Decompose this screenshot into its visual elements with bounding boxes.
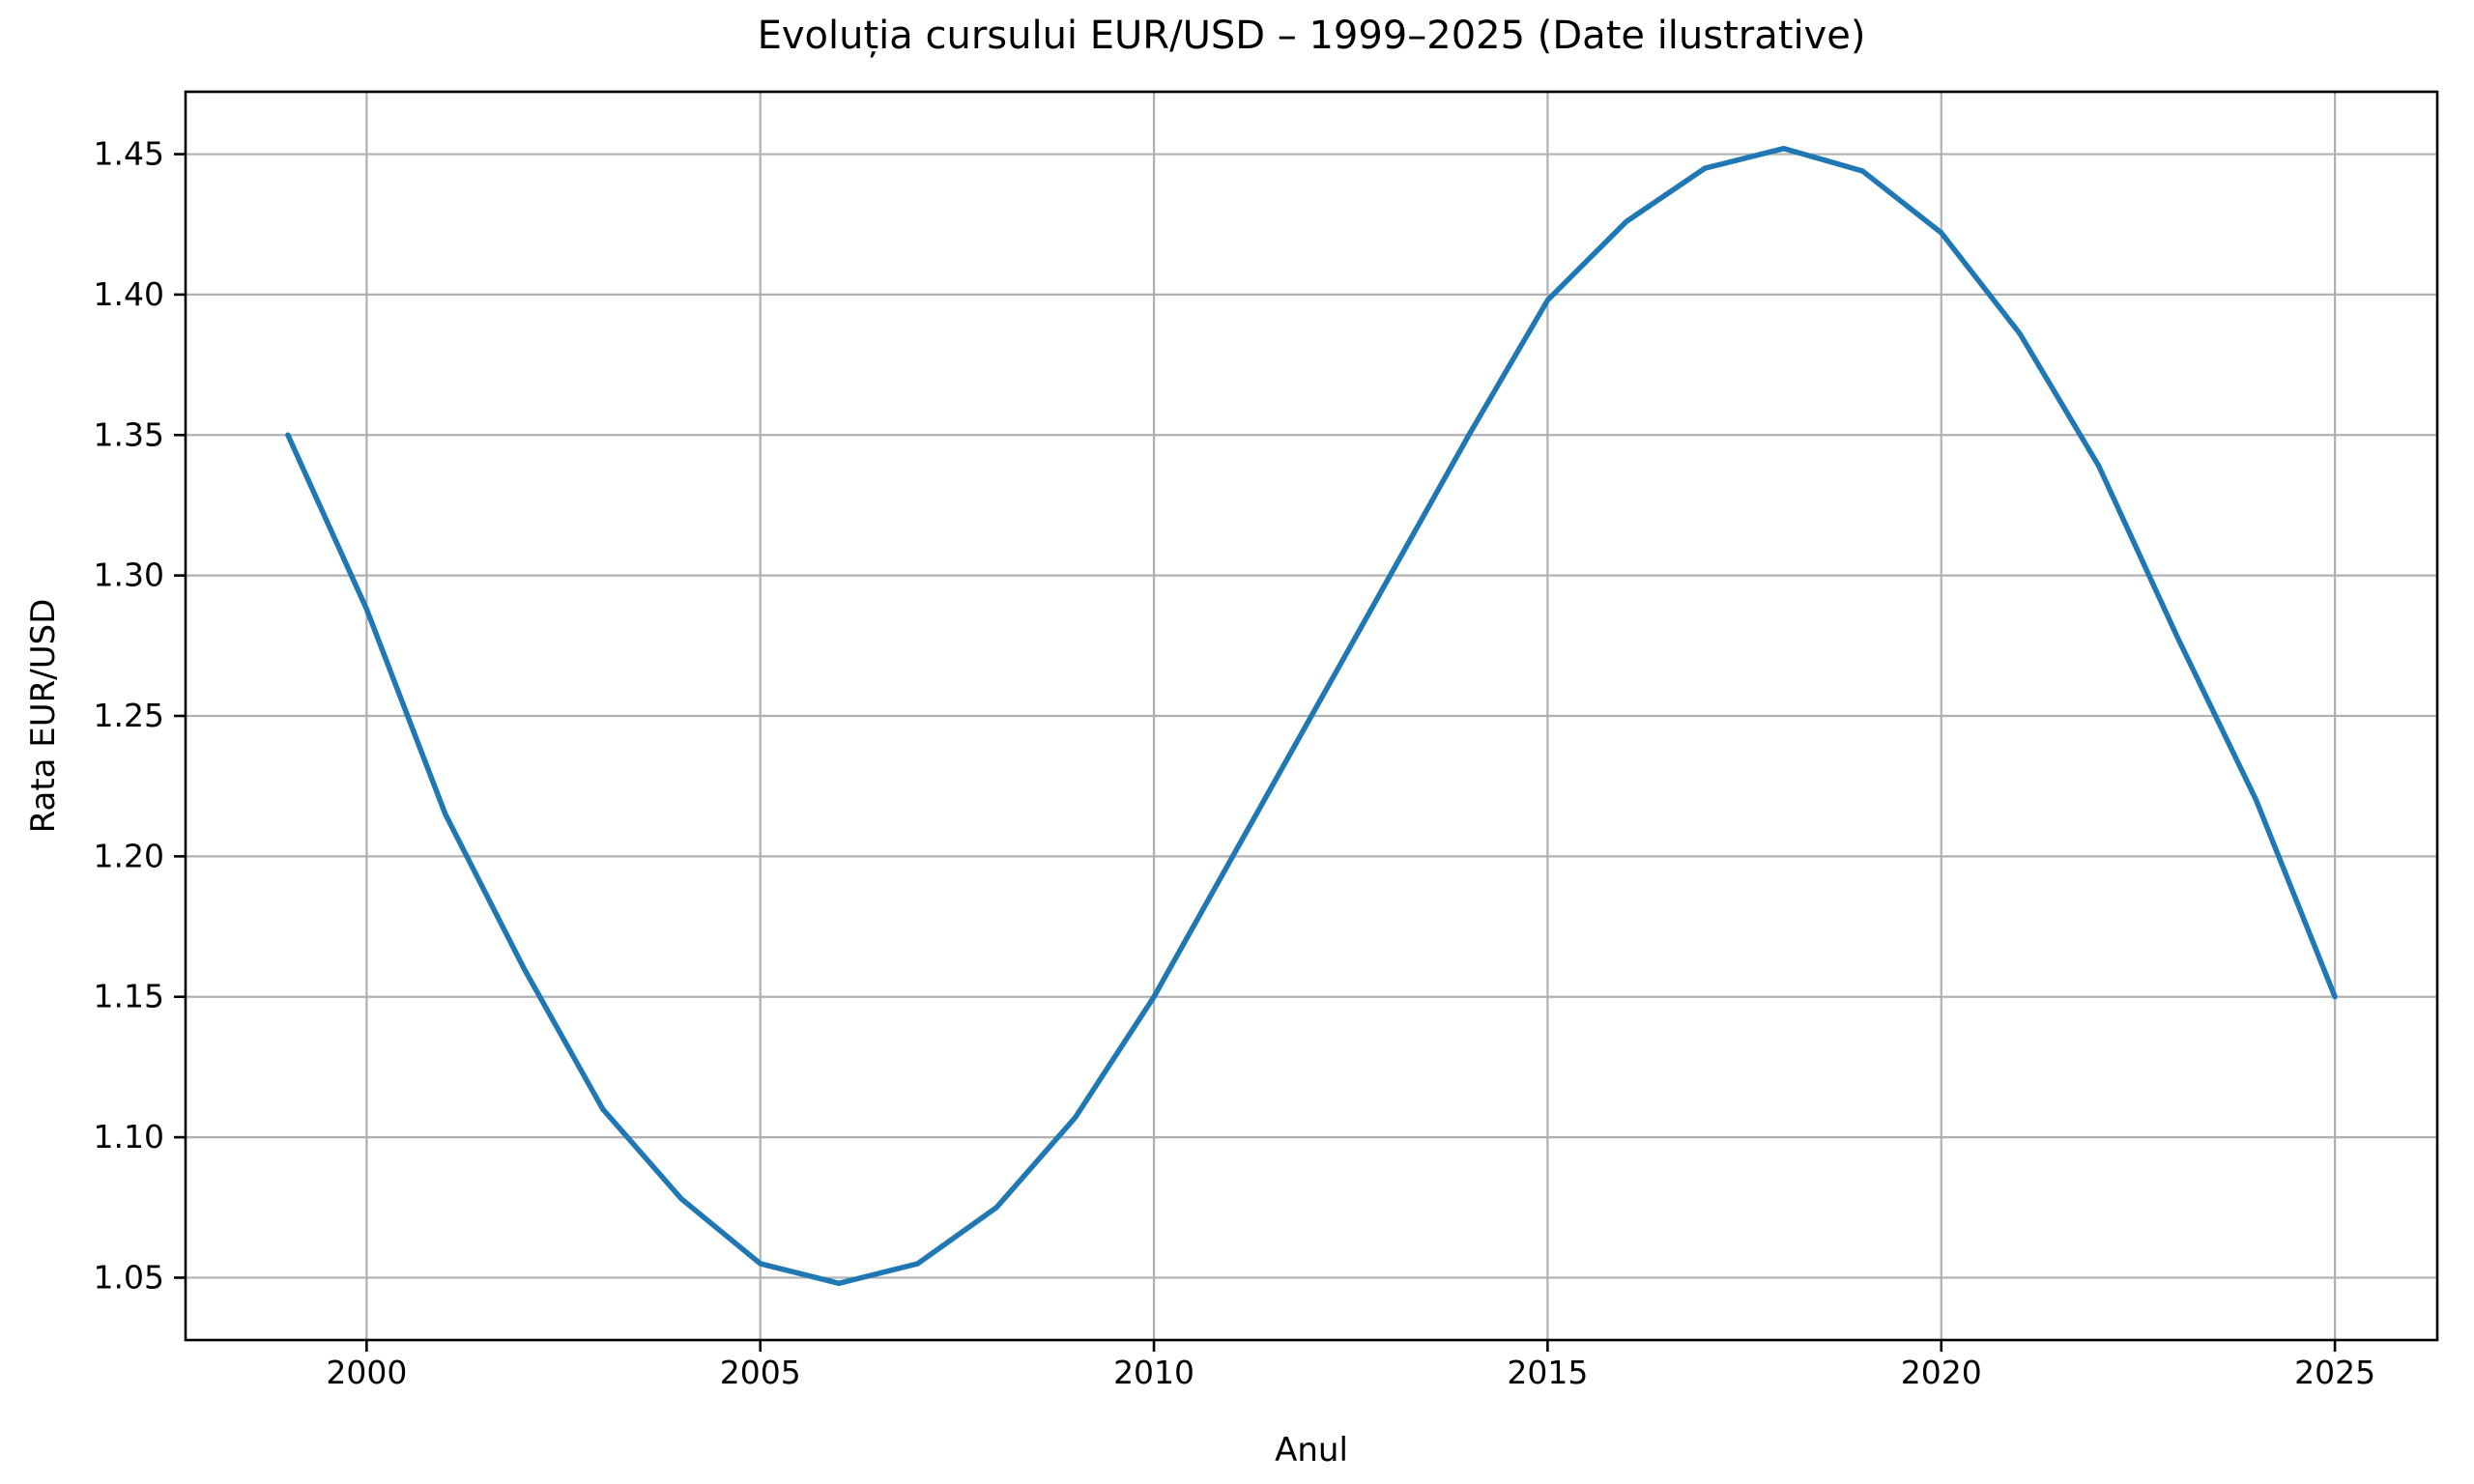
y-tick-label-1.20: 1.20: [94, 837, 164, 874]
y-tick-label-1.25: 1.25: [94, 697, 164, 734]
x-tick-label-2015: 2015: [1507, 1354, 1588, 1391]
y-tick-label-1.05: 1.05: [94, 1258, 164, 1296]
chart-title: Evoluția cursului EUR/USD – 1999–2025 (D…: [758, 14, 1866, 58]
y-axis-label: Rata EUR/USD: [24, 599, 63, 834]
x-axis-label: Anul: [1275, 1431, 1348, 1470]
x-tick-label-2025: 2025: [2294, 1354, 2375, 1391]
x-tick-label-2020: 2020: [1901, 1354, 1982, 1391]
x-tick-label-2000: 2000: [326, 1354, 407, 1391]
y-tick-label-1.10: 1.10: [94, 1118, 164, 1156]
y-tick-label-1.45: 1.45: [94, 135, 164, 173]
y-tick-label-1.40: 1.40: [94, 275, 164, 313]
x-tick-label-2005: 2005: [720, 1354, 801, 1391]
grid-layer: [186, 92, 2437, 1340]
eur-usd-rate-line: [285, 145, 2338, 1287]
tick-layer: 2000 2005 2010 2015 2020 2025 1.05 1.10 1.15 1.20…: [94, 135, 2376, 1391]
x-tick-label-2010: 2010: [1113, 1354, 1194, 1391]
y-tick-label-1.35: 1.35: [94, 415, 164, 453]
y-tick-label-1.15: 1.15: [94, 978, 164, 1015]
series-layer: [285, 145, 2338, 1287]
y-tick-label-1.30: 1.30: [94, 556, 164, 594]
